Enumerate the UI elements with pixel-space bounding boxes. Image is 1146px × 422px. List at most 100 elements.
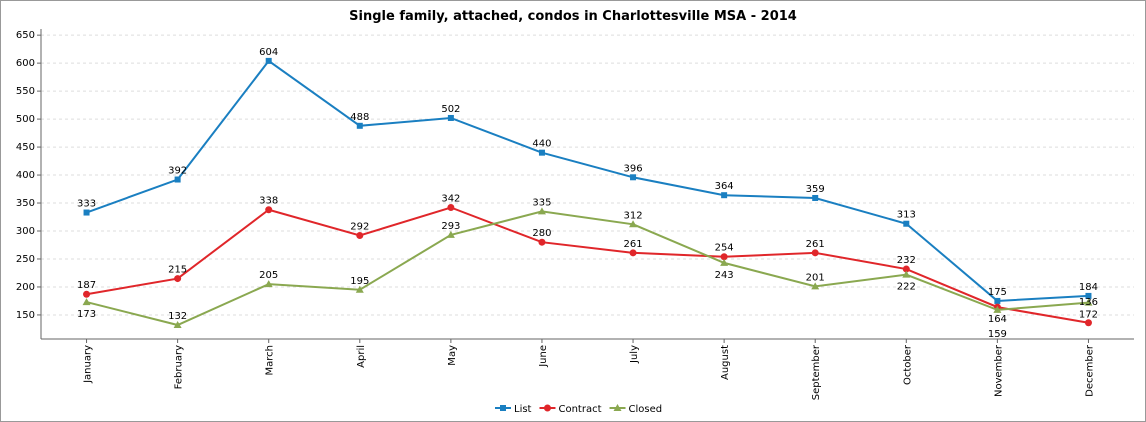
data-label: 175 bbox=[988, 287, 1007, 298]
data-point bbox=[356, 122, 363, 129]
data-label: 312 bbox=[623, 210, 642, 221]
data-label: 222 bbox=[897, 282, 916, 293]
data-label: 132 bbox=[168, 311, 187, 322]
y-tick-label: 500 bbox=[16, 114, 35, 125]
data-point bbox=[902, 270, 911, 278]
data-point bbox=[174, 176, 181, 183]
legend-marker bbox=[613, 404, 622, 411]
y-tick-label: 550 bbox=[16, 86, 35, 97]
data-label: 261 bbox=[806, 239, 825, 250]
data-point bbox=[994, 297, 1001, 304]
data-point bbox=[811, 282, 820, 290]
data-label: 187 bbox=[77, 280, 96, 291]
data-point bbox=[538, 238, 546, 246]
data-point bbox=[721, 192, 728, 199]
data-point bbox=[82, 298, 91, 306]
data-point bbox=[173, 321, 182, 329]
data-point bbox=[83, 290, 91, 298]
data-label: 333 bbox=[77, 199, 96, 210]
y-tick-label: 150 bbox=[16, 310, 35, 321]
data-point bbox=[355, 285, 364, 293]
data-label: 604 bbox=[259, 47, 278, 58]
data-point bbox=[174, 275, 182, 283]
y-tick-label: 250 bbox=[16, 254, 35, 265]
x-tick-label: April bbox=[356, 345, 367, 368]
data-label: 184 bbox=[1079, 282, 1098, 293]
x-tick-label: June bbox=[538, 345, 549, 368]
data-point bbox=[265, 57, 272, 64]
y-tick-label: 600 bbox=[16, 58, 35, 69]
data-label: 243 bbox=[715, 270, 734, 281]
data-label: 159 bbox=[988, 329, 1007, 340]
data-point bbox=[537, 207, 546, 215]
data-label: 280 bbox=[532, 228, 551, 239]
x-tick-label: February bbox=[174, 345, 185, 389]
data-label: 313 bbox=[897, 210, 916, 221]
series-line-contract bbox=[86, 206, 1089, 324]
series-line-closed bbox=[86, 210, 1089, 327]
x-tick-label: December bbox=[1084, 344, 1095, 397]
data-label: 440 bbox=[532, 139, 551, 150]
data-point bbox=[993, 305, 1002, 313]
data-label: 164 bbox=[988, 314, 1007, 325]
data-label: 205 bbox=[259, 270, 278, 281]
data-label: 488 bbox=[350, 112, 369, 123]
data-label: 342 bbox=[441, 194, 460, 205]
data-label: 293 bbox=[441, 221, 460, 232]
y-tick-label: 450 bbox=[16, 142, 35, 153]
data-point bbox=[812, 194, 819, 201]
data-label: 261 bbox=[623, 239, 642, 250]
legend-label-closed: Closed bbox=[629, 404, 663, 415]
legend-label-contract: Contract bbox=[558, 404, 601, 415]
data-label: 392 bbox=[168, 166, 187, 177]
data-point bbox=[447, 204, 455, 212]
data-point bbox=[903, 220, 910, 227]
data-point bbox=[265, 206, 273, 214]
x-tick-label: August bbox=[720, 345, 731, 380]
data-point bbox=[630, 174, 637, 181]
data-label: 254 bbox=[715, 243, 734, 254]
x-tick-label: January bbox=[83, 345, 94, 384]
data-point bbox=[1084, 298, 1093, 306]
chart-title: Single family, attached, condos in Charl… bbox=[349, 9, 797, 24]
data-point bbox=[811, 249, 819, 257]
legend-label-list: List bbox=[514, 404, 532, 415]
y-tick-label: 400 bbox=[16, 170, 35, 181]
data-point bbox=[446, 230, 455, 238]
x-tick-label: March bbox=[265, 345, 276, 375]
data-label: 172 bbox=[1079, 310, 1098, 321]
series-line-list bbox=[86, 59, 1089, 302]
data-point bbox=[1085, 292, 1092, 299]
data-label: 292 bbox=[350, 221, 369, 232]
data-point bbox=[720, 258, 729, 266]
data-label: 396 bbox=[623, 163, 642, 174]
x-tick-label: May bbox=[447, 345, 458, 366]
legend-marker bbox=[543, 404, 551, 412]
data-point bbox=[447, 114, 454, 121]
data-label: 195 bbox=[350, 276, 369, 287]
data-point bbox=[538, 149, 545, 156]
y-tick-label: 350 bbox=[16, 198, 35, 209]
data-label: 136 bbox=[1079, 297, 1098, 308]
x-tick-label: September bbox=[811, 344, 822, 400]
y-tick-label: 300 bbox=[16, 226, 35, 237]
data-label: 335 bbox=[532, 197, 551, 208]
data-label: 359 bbox=[806, 184, 825, 195]
data-point bbox=[629, 249, 637, 257]
data-label: 502 bbox=[441, 104, 460, 115]
legend-marker bbox=[500, 405, 506, 411]
x-tick-label: November bbox=[993, 344, 1004, 397]
y-tick-label: 650 bbox=[16, 30, 35, 41]
data-point bbox=[83, 209, 90, 216]
data-point bbox=[1084, 319, 1092, 327]
data-label: 364 bbox=[715, 181, 734, 192]
data-label: 173 bbox=[77, 309, 96, 320]
data-point bbox=[629, 220, 638, 228]
y-tick-label: 200 bbox=[16, 282, 35, 293]
x-tick-label: July bbox=[629, 345, 640, 364]
data-label: 215 bbox=[168, 265, 187, 276]
data-point bbox=[902, 265, 910, 273]
data-label: 232 bbox=[897, 255, 916, 266]
